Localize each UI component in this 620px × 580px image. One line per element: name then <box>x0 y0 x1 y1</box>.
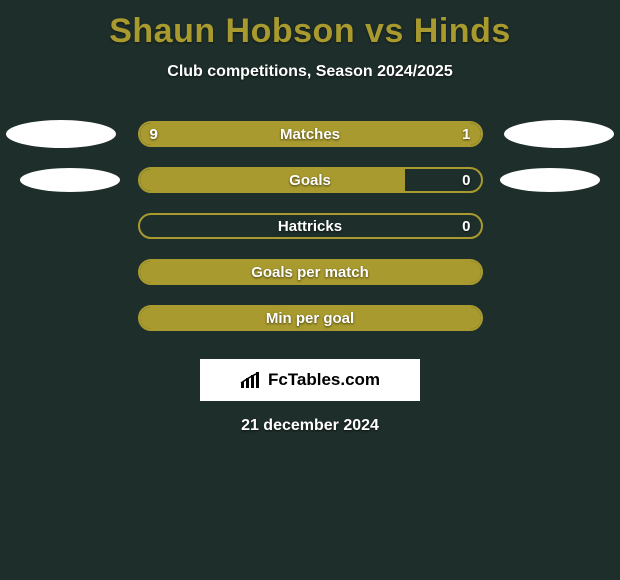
player-avatar-left <box>20 168 120 192</box>
brand-logo-text: FcTables.com <box>268 370 380 390</box>
date-label: 21 december 2024 <box>0 417 620 435</box>
stat-bar: Min per goal <box>138 305 483 331</box>
stat-value-right: 0 <box>462 172 470 189</box>
comparison-area: 9 Matches 1 Goals 0 Hattricks 0 Goals per match… <box>0 111 620 341</box>
chart-icon <box>240 371 262 389</box>
stat-bar: Goals per match <box>138 259 483 285</box>
stat-value-left: 9 <box>150 126 158 143</box>
bar-fill-left <box>140 123 406 145</box>
compare-row: Min per goal <box>0 295 620 341</box>
stat-label: Goals <box>289 172 331 189</box>
compare-row: Goals per match <box>0 249 620 295</box>
compare-row: Hattricks 0 <box>0 203 620 249</box>
player-avatar-right <box>500 168 600 192</box>
stat-value-right: 0 <box>462 218 470 235</box>
brand-logo-box: FcTables.com <box>200 359 420 401</box>
stat-bar: 9 Matches 1 <box>138 121 483 147</box>
stat-value-right: 1 <box>462 126 470 143</box>
stat-bar: Hattricks 0 <box>138 213 483 239</box>
subtitle: Club competitions, Season 2024/2025 <box>0 63 620 81</box>
page-title: Shaun Hobson vs Hinds <box>0 0 620 51</box>
compare-row: 9 Matches 1 <box>0 111 620 157</box>
player-avatar-left <box>6 120 116 148</box>
stat-label: Goals per match <box>251 264 369 281</box>
stat-label: Matches <box>280 126 340 143</box>
stat-bar: Goals 0 <box>138 167 483 193</box>
stat-label: Hattricks <box>278 218 342 235</box>
compare-row: Goals 0 <box>0 157 620 203</box>
player-avatar-right <box>504 120 614 148</box>
bar-fill-left <box>140 169 406 191</box>
stat-label: Min per goal <box>266 310 354 327</box>
